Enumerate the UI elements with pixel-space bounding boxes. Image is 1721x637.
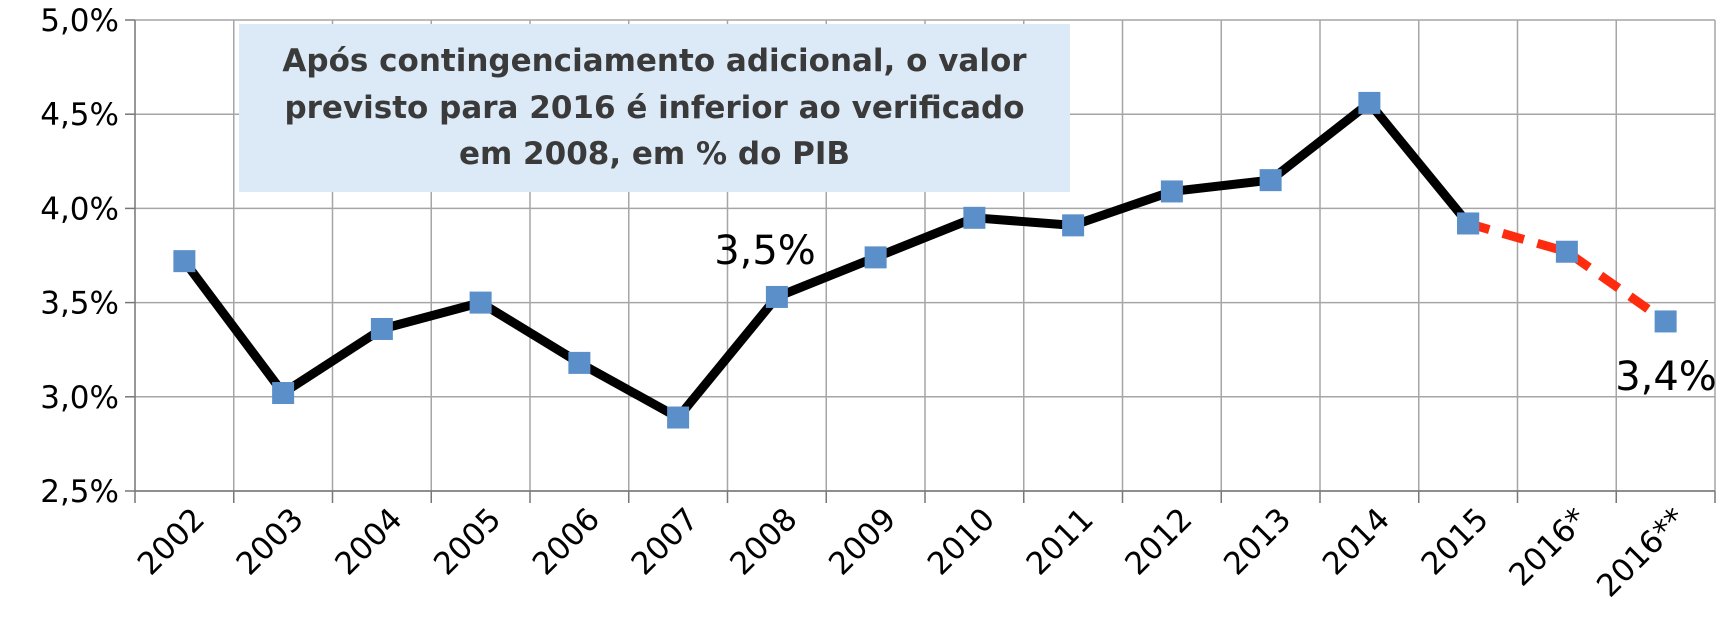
marker — [1160, 180, 1183, 203]
marker — [765, 285, 788, 308]
y-tick-label: 2,5% — [40, 474, 119, 510]
annotation-box: Após contingenciamento adicional, o valo… — [239, 24, 1070, 192]
marker — [667, 406, 690, 429]
x-tick-label: 2006 — [526, 501, 607, 582]
marker — [272, 382, 295, 405]
marker — [1259, 169, 1282, 192]
x-tick-label: 2003 — [230, 501, 311, 582]
x-tick-label: 2016* — [1502, 501, 1594, 593]
marker — [469, 291, 492, 314]
x-tick-label: 2007 — [625, 501, 706, 582]
marker — [370, 317, 393, 340]
x-tick-label: 2011 — [1020, 501, 1101, 582]
x-tick-label: 2016** — [1590, 501, 1693, 604]
annotation: 3,5% — [714, 228, 816, 274]
x-tick-label: 2014 — [1316, 501, 1397, 582]
y-tick-label: 5,0% — [40, 3, 119, 39]
series-line — [180, 98, 1472, 423]
x-tick-label: 2012 — [1118, 501, 1199, 582]
x-tick-label: 2009 — [822, 501, 903, 582]
x-tick-label: 2005 — [427, 501, 508, 582]
marker — [1654, 310, 1677, 333]
x-tick-label: 2010 — [921, 501, 1002, 582]
x-tick-label: 2002 — [131, 501, 212, 582]
y-tick-label: 4,0% — [40, 191, 119, 227]
y-tick-label: 3,0% — [40, 380, 119, 416]
marker — [1555, 240, 1578, 263]
x-tick-label: 2008 — [723, 501, 804, 582]
y-tick-label: 4,5% — [40, 97, 119, 133]
marker — [173, 250, 196, 273]
x-tick-label: 2013 — [1217, 501, 1298, 582]
marker — [1358, 91, 1381, 114]
x-tick-label: 2004 — [328, 501, 409, 582]
y-tick-label: 3,5% — [40, 286, 119, 322]
marker — [568, 351, 591, 374]
marker — [963, 206, 986, 229]
annotation: 3,4% — [1615, 354, 1717, 400]
x-tick-label: 2015 — [1415, 501, 1496, 582]
marker — [1062, 214, 1085, 237]
marker — [864, 246, 887, 269]
marker — [1457, 212, 1480, 235]
series-line — [1466, 219, 1669, 326]
